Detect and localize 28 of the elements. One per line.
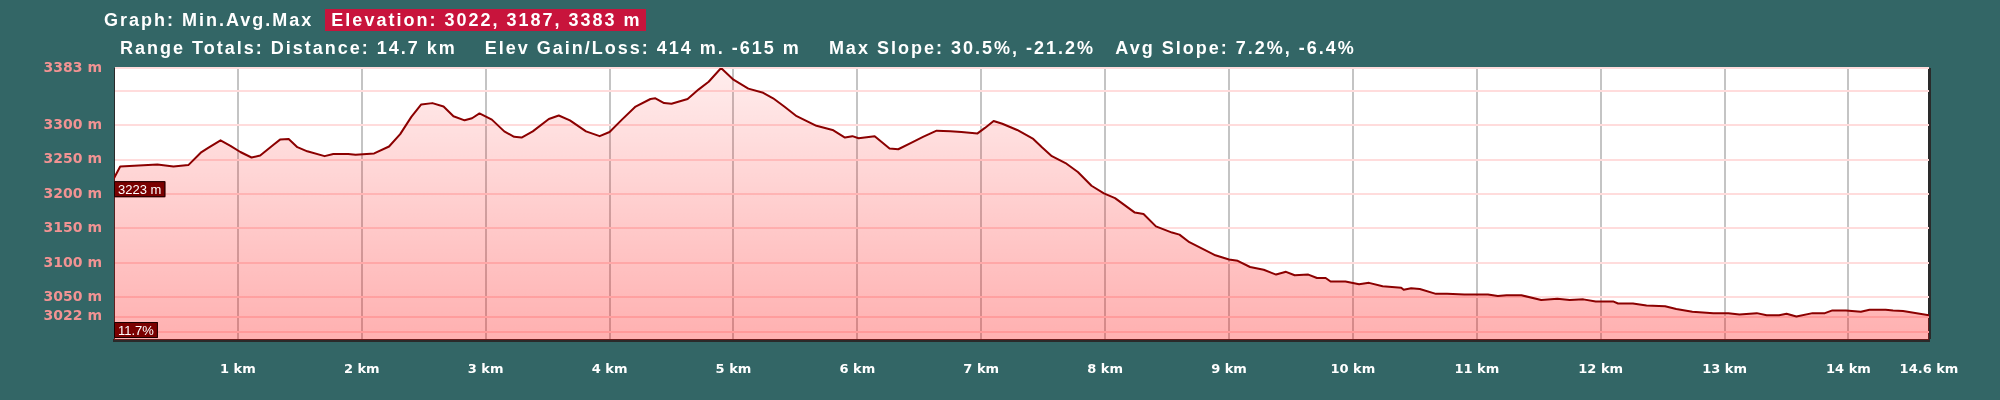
- x-tick-label: 9 km: [1211, 361, 1247, 377]
- annotation: 3223 m: [118, 181, 162, 197]
- text: Elevation: 3022, 3187, 3383 m: [325, 9, 646, 31]
- x-tick-label: 12 km: [1578, 361, 1624, 377]
- y-tick-label: 3200 m: [43, 184, 102, 201]
- x-tick-label: 10 km: [1330, 361, 1376, 377]
- y-tick-label: 3150 m: [43, 219, 102, 236]
- y-tick-label: 3383 m: [43, 58, 102, 75]
- y-tick-label: 3300 m: [43, 115, 102, 132]
- y-tick-label: 3050 m: [43, 287, 102, 304]
- x-tick-label: 3 km: [467, 361, 504, 377]
- y-tick-label: 3250 m: [43, 150, 102, 167]
- x-tick-label: 14 km: [1826, 361, 1871, 377]
- y-tick-label: 3100 m: [43, 253, 102, 270]
- x-tick-label: 7 km: [963, 361, 1000, 377]
- x-tick-label: 11 km: [1454, 361, 1500, 377]
- x-tick-label: 1 km: [220, 361, 256, 377]
- chart-subtitle: Range Totals: Distance: 14.7 km Elev Gain/Loss: 414 m. -615 m Max Slope: 30.5%, -21.2% Avg Slope: 7.2%, -6.4%: [120, 37, 1356, 59]
- y-tick-label: 3022 m: [43, 307, 102, 324]
- x-tick-label: 6 km: [839, 361, 876, 377]
- x-tick-label: 2 km: [343, 361, 380, 377]
- x-tick-label: 8 km: [1087, 361, 1124, 377]
- x-tick-label: 13 km: [1702, 361, 1747, 377]
- x-tick-label: 4 km: [591, 361, 628, 377]
- chart-title: Graph: Min.Avg.Max: [104, 9, 314, 31]
- x-tick-label: 14.6 km: [1899, 361, 1959, 377]
- x-tick-label: 5 km: [715, 361, 752, 377]
- annotation: 11.7%: [118, 322, 155, 338]
